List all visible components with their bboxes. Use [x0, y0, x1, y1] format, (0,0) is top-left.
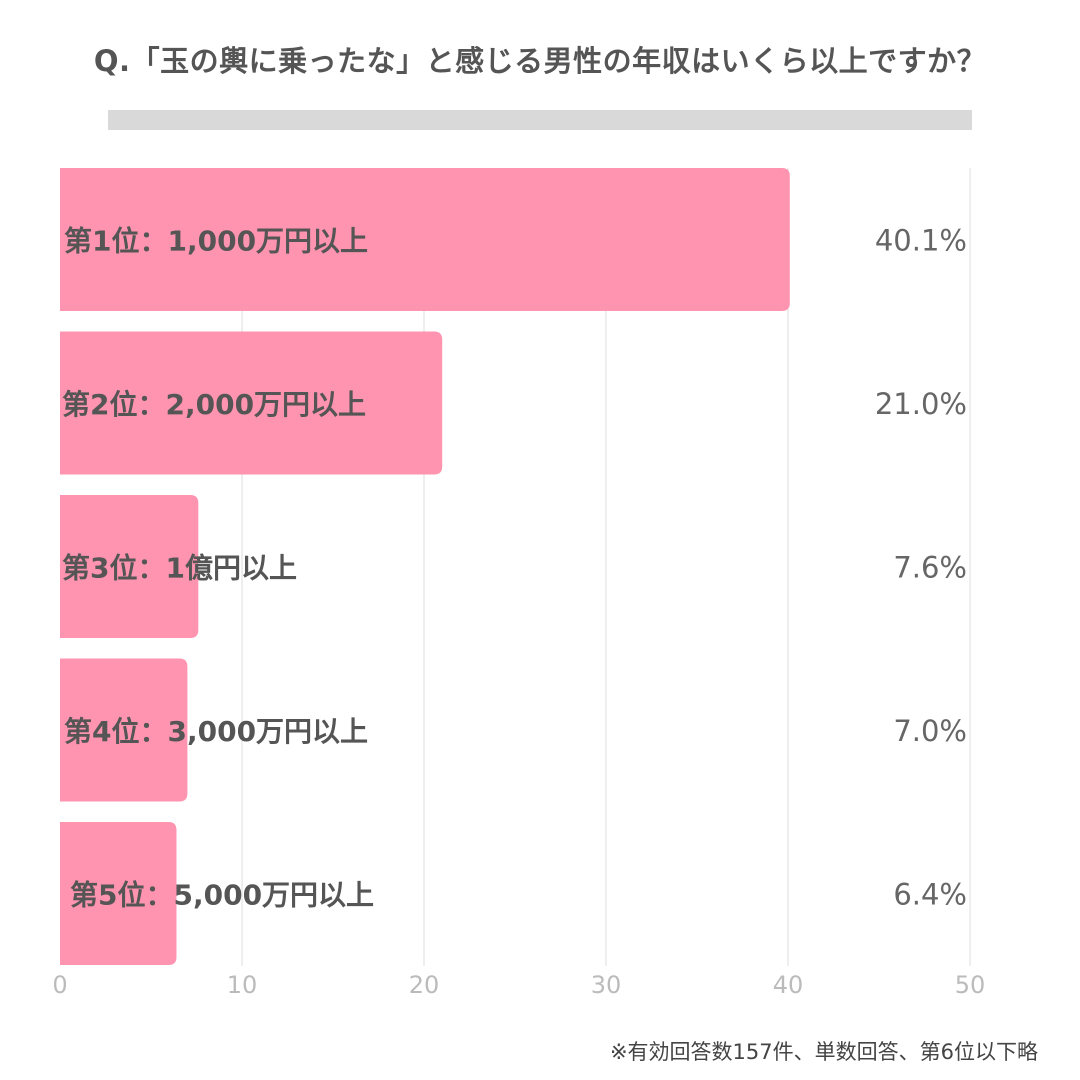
footnote: ※有効回答数157件、単数回答、第6位以下略	[609, 1040, 1038, 1064]
category-label-1: 第1位：1,000万円以上	[64, 225, 368, 258]
chart-title: Q.「玉の輿に乗ったな」と感じる男性の年収はいくら以上ですか？	[93, 44, 987, 78]
category-label-3: 第3位：1億円以上	[62, 552, 297, 585]
title-rule	[108, 110, 972, 130]
value-label-1: 40.1%	[875, 224, 967, 258]
x-tick-label-10: 10	[227, 971, 258, 999]
bar-4	[60, 658, 188, 802]
bar-3	[60, 495, 199, 638]
value-label-2: 21.0%	[875, 387, 967, 421]
category-label-4: 第4位：3,000万円以上	[64, 715, 368, 748]
x-tick-label-40: 40	[773, 971, 804, 999]
value-label-3: 7.6%	[893, 551, 967, 585]
bar-5	[60, 822, 177, 965]
x-tick-label-20: 20	[409, 971, 440, 999]
bar-2	[60, 331, 443, 475]
x-tick-label-0: 0	[52, 971, 67, 999]
value-label-4: 7.0%	[893, 714, 967, 748]
category-label-2: 第2位：2,000万円以上	[62, 388, 366, 421]
x-tick-label-30: 30	[591, 971, 622, 999]
category-label-5: 第5位：5,000万円以上	[70, 879, 374, 912]
x-tick-label-50: 50	[955, 971, 986, 999]
bar-1	[60, 168, 790, 311]
value-label-5: 6.4%	[893, 878, 967, 912]
